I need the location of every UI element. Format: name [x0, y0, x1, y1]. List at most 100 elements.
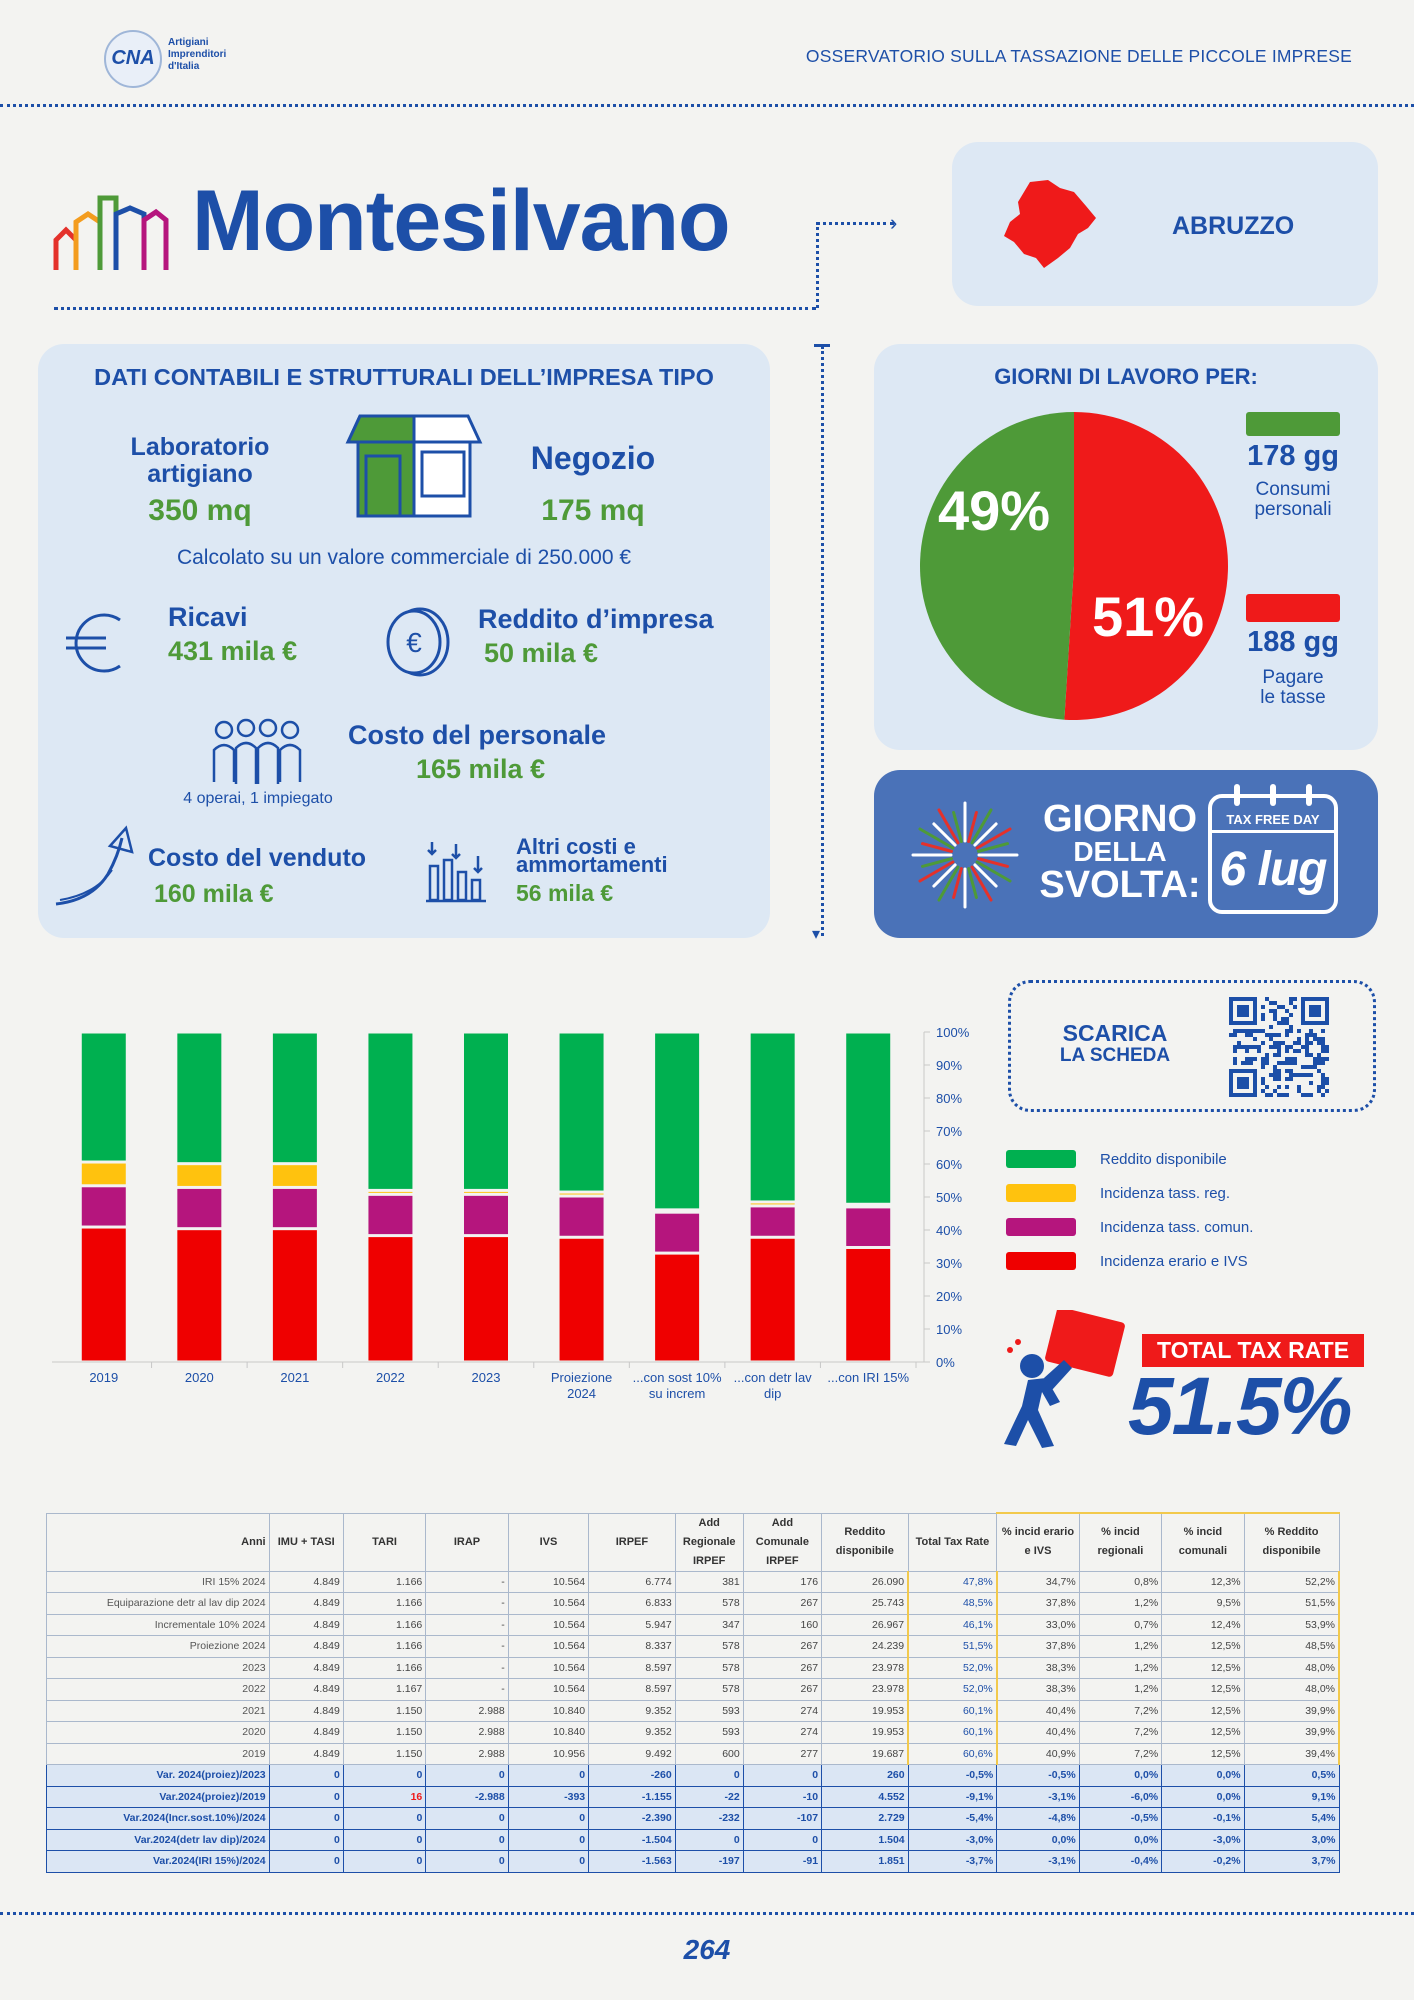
legend-item-comun: Incidenza tass. comun.: [1006, 1210, 1253, 1244]
table-cell: 12,5%: [1161, 1742, 1245, 1765]
workers-group-icon: [212, 718, 302, 784]
table-cell: 2022: [46, 1678, 270, 1701]
table-cell: -0,5%: [996, 1764, 1080, 1787]
table-cell: 267: [742, 1635, 823, 1658]
table-cell: 2.988: [425, 1699, 509, 1722]
table-cell: -6,0%: [1078, 1785, 1163, 1808]
table-cell: 12,3%: [1161, 1570, 1245, 1593]
bar-segment: [272, 1033, 317, 1163]
scarica-text: SCARICA LA SCHEDA: [1059, 1020, 1171, 1066]
table-cell: 1.150: [342, 1742, 427, 1765]
x-tick-label: 2019: [89, 1370, 118, 1385]
ricavi-label: Ricavi: [168, 602, 248, 632]
bar-segment: [272, 1230, 317, 1361]
firework-ray: [967, 810, 978, 843]
fireworks-icon: [911, 801, 1019, 909]
pie-slice-green: [920, 412, 1074, 720]
qr-code-icon[interactable]: [1229, 997, 1329, 1097]
table-header-row: Anni IMU + TASI TARI IRAP IVS IRPEF Add Region…: [46, 1512, 1340, 1572]
table-cell: 0: [507, 1850, 590, 1873]
table-cell: 1.166: [342, 1592, 427, 1615]
green-desc: Consumi personali: [1254, 479, 1332, 520]
table-cell: 48,5%: [1243, 1635, 1340, 1658]
bar-segment: [81, 1187, 126, 1226]
x-tick-label: ...con detr lav: [734, 1370, 813, 1385]
table-cell: 40,4%: [996, 1721, 1080, 1744]
firework-ray: [952, 810, 963, 843]
table-row: Proiezione 2024 4.849 1.166-10.564 8.337 578…: [46, 1635, 1340, 1658]
table-cell: Var.2024(Incr.sost.10%)/2024: [46, 1807, 270, 1830]
tax-burden-icon: [1004, 1310, 1125, 1448]
table-cell: 2019: [46, 1742, 270, 1765]
table-cell: 1.851: [821, 1850, 909, 1873]
bar-segment: [655, 1254, 700, 1361]
table-cell: 40,4%: [996, 1699, 1080, 1722]
table-cell: -260: [588, 1764, 676, 1787]
table-cell: 40,9%: [996, 1742, 1080, 1765]
shop-building-icon: [345, 414, 483, 518]
connector-top-cap: [814, 344, 830, 347]
table-cell: 274: [742, 1699, 823, 1722]
table-cell: 2021: [46, 1699, 270, 1722]
connector-bottom-arrow: ▾: [812, 926, 821, 943]
table-cell: 9.492: [588, 1742, 676, 1765]
table-cell: 39,9%: [1243, 1721, 1340, 1744]
table-cell: 0,5%: [1243, 1764, 1340, 1787]
table-cell: 46,1%: [907, 1613, 998, 1636]
table-cell: Proiezione 2024: [46, 1635, 270, 1658]
table-cell: 0: [268, 1828, 344, 1851]
table-cell: 578: [674, 1678, 744, 1701]
table-cell: 160: [742, 1613, 823, 1636]
table-row: 2021 4.849 1.150 2.988 10.840 9.352 593 274 19.9…: [46, 1699, 1340, 1722]
growth-arrow-icon: [55, 825, 134, 906]
table-row: 2022 4.849 1.167-10.564 8.597 578 267 23.978 52…: [46, 1678, 1340, 1701]
y-tick-label: 50%: [936, 1190, 962, 1205]
firework-ray: [937, 808, 960, 845]
table-cell: 1.504: [821, 1828, 909, 1851]
table-cell: 4.849: [268, 1570, 344, 1593]
y-tick-label: 90%: [936, 1058, 962, 1073]
table-cell: 578: [674, 1656, 744, 1679]
x-tick-label: ...con sost 10%: [633, 1370, 722, 1385]
table-cell: -10: [742, 1785, 823, 1808]
table-header-cell: Reddito disponibile: [821, 1512, 909, 1572]
table-header-cell: Add Regionale IRPEF: [674, 1512, 744, 1572]
table-cell: -: [425, 1635, 509, 1658]
bar-segment: [559, 1033, 604, 1191]
table-cell: 6.833: [588, 1592, 676, 1615]
x-tick-label: 2024: [567, 1386, 596, 1401]
table-cell: 1,2%: [1078, 1592, 1163, 1615]
pie-red-pct: 51%: [1092, 585, 1205, 648]
title-connector-h: [816, 222, 894, 225]
pie-green-pct: 49%: [938, 479, 1051, 542]
table-cell: -3,1%: [996, 1785, 1080, 1808]
table-cell: 10.956: [507, 1742, 590, 1765]
page-number: 264: [683, 1934, 731, 1965]
table-row: IRI 15% 2024 4.849 1.166-10.564 6.774 381 176…: [46, 1570, 1340, 1593]
table-cell: 9,5%: [1161, 1592, 1245, 1615]
bar-segment: [81, 1163, 126, 1185]
firework-ray: [920, 842, 953, 853]
scarica-box[interactable]: SCARICA LA SCHEDA: [1008, 980, 1376, 1112]
title-underline: [54, 307, 816, 310]
table-cell: -5,4%: [907, 1807, 998, 1830]
bar-segment: [846, 1248, 891, 1361]
y-tick-label: 100%: [936, 1025, 970, 1040]
cna-logo-subtitle: Artigiani Imprenditori d'Italia: [168, 37, 227, 72]
table-header-cell: Anni: [46, 1512, 270, 1572]
table-cell: -197: [674, 1850, 744, 1873]
bar-segment: [559, 1238, 604, 1361]
region-panel: ABRUZZO: [952, 142, 1378, 306]
total-tax-value: 51.5%: [1128, 1361, 1353, 1452]
table-cell: 51,5%: [907, 1635, 998, 1658]
bar-segment: [559, 1193, 604, 1195]
y-tick-label: 60%: [936, 1157, 962, 1172]
table-cell: 10.564: [507, 1635, 590, 1658]
table-header-cell: % incid regionali: [1078, 1512, 1163, 1572]
euro-icon: [66, 613, 121, 673]
firework-ray: [932, 822, 957, 847]
table-cell: 48,0%: [1243, 1656, 1340, 1679]
table-cell: Equiparazione detr al lav dip 2024: [46, 1592, 270, 1615]
table-cell: 10.564: [507, 1570, 590, 1593]
table-cell: 7,2%: [1078, 1699, 1163, 1722]
